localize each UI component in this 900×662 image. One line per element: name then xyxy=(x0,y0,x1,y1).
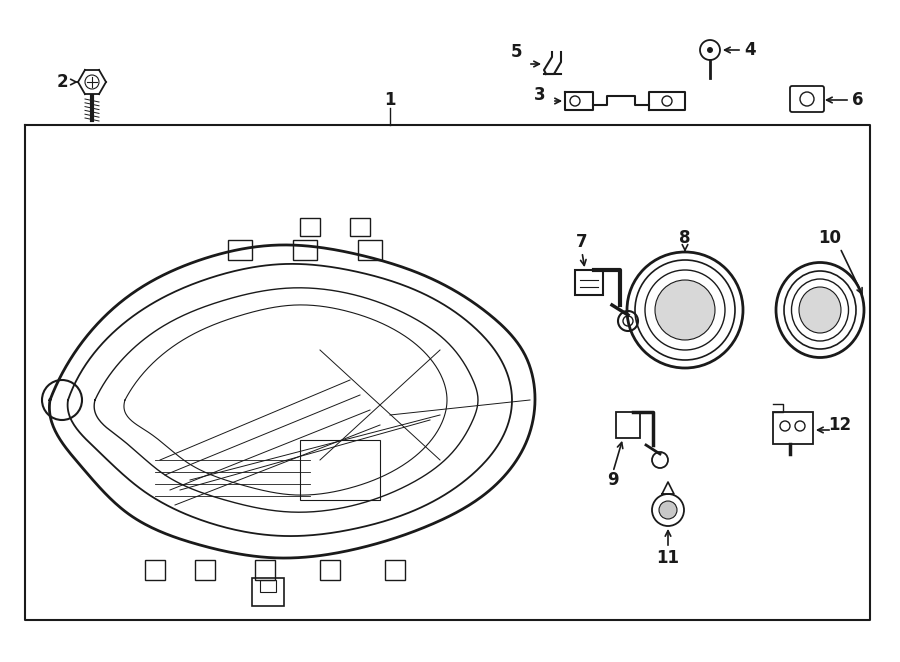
Ellipse shape xyxy=(799,287,841,333)
Bar xyxy=(385,560,405,580)
Bar xyxy=(358,240,382,260)
Text: 2: 2 xyxy=(56,73,68,91)
Text: 10: 10 xyxy=(818,229,842,247)
Text: 3: 3 xyxy=(535,86,545,104)
Text: 4: 4 xyxy=(744,41,756,59)
Bar xyxy=(293,240,317,260)
Bar xyxy=(300,218,320,236)
Bar xyxy=(350,218,370,236)
Bar xyxy=(228,240,252,260)
Bar xyxy=(260,580,276,592)
Bar xyxy=(145,560,165,580)
Text: 12: 12 xyxy=(828,416,851,434)
Bar xyxy=(255,560,275,580)
Text: 11: 11 xyxy=(656,549,680,567)
Bar xyxy=(575,270,603,295)
Text: 8: 8 xyxy=(680,229,691,247)
Text: 9: 9 xyxy=(608,471,619,489)
Text: 6: 6 xyxy=(852,91,864,109)
Bar xyxy=(773,412,813,444)
Bar xyxy=(195,560,215,580)
Text: 5: 5 xyxy=(510,43,522,61)
Text: 1: 1 xyxy=(384,91,396,109)
Bar xyxy=(320,560,340,580)
Bar xyxy=(252,578,284,606)
Bar xyxy=(300,440,380,500)
Bar xyxy=(616,412,640,438)
Circle shape xyxy=(655,280,715,340)
Text: 7: 7 xyxy=(576,233,588,251)
Circle shape xyxy=(659,501,677,519)
Circle shape xyxy=(707,47,713,53)
